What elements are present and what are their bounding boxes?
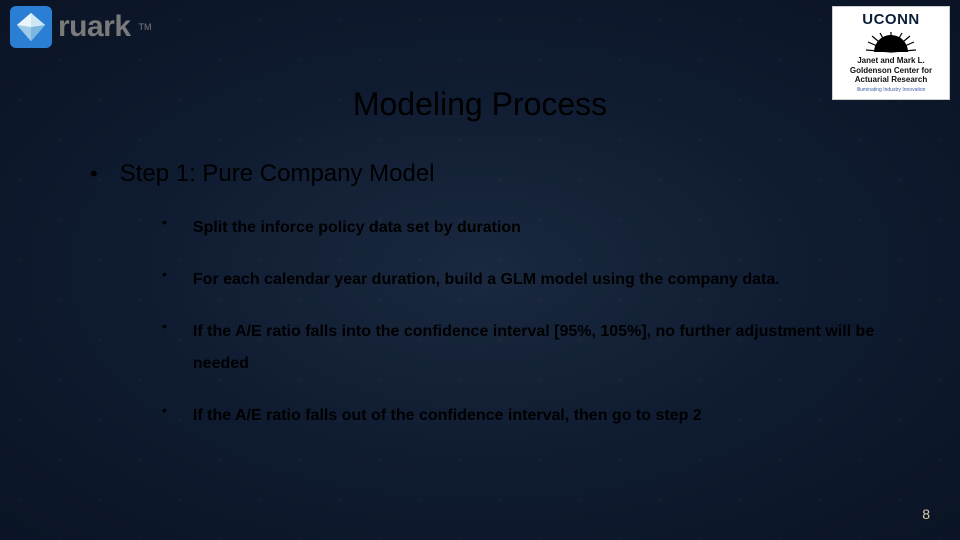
- bullet-icon: •: [162, 212, 167, 233]
- uconn-wordmark: UCONN: [839, 11, 943, 28]
- slide-title: Modeling Process: [0, 86, 960, 123]
- list-item: • For each calendar year duration, build…: [162, 264, 920, 296]
- bullet-icon: •: [162, 400, 167, 421]
- bullet-text: For each calendar year duration, build a…: [193, 264, 780, 296]
- bullet-text: If the A/E ratio falls into the confiden…: [193, 316, 920, 380]
- list-item: • If the A/E ratio falls into the confid…: [162, 316, 920, 380]
- ruark-brand-text: ruark: [58, 10, 131, 44]
- page-number: 8: [922, 506, 930, 522]
- step-label: Step 1: Pure Company Model: [120, 160, 435, 188]
- logo-ruark: ruark TM: [10, 6, 152, 48]
- bullet-icon: •: [90, 163, 98, 185]
- sub-bullet-list: • Split the inforce policy data set by d…: [162, 212, 920, 432]
- bullet-icon: •: [162, 264, 167, 285]
- slide-content: • Step 1: Pure Company Model • Split the…: [90, 160, 920, 452]
- bullet-text: Split the inforce policy data set by dur…: [193, 212, 521, 244]
- list-item: • If the A/E ratio falls out of the conf…: [162, 400, 920, 432]
- bullet-icon: •: [162, 316, 167, 337]
- trademark-text: TM: [139, 22, 152, 32]
- sunrise-icon: [866, 30, 916, 54]
- list-item: • Split the inforce policy data set by d…: [162, 212, 920, 244]
- uconn-center-name: Janet and Mark L. Goldenson Center for A…: [839, 56, 943, 85]
- bullet-text: If the A/E ratio falls out of the confid…: [193, 400, 702, 432]
- ruark-gem-icon: [10, 6, 52, 48]
- step-heading: • Step 1: Pure Company Model: [90, 160, 920, 188]
